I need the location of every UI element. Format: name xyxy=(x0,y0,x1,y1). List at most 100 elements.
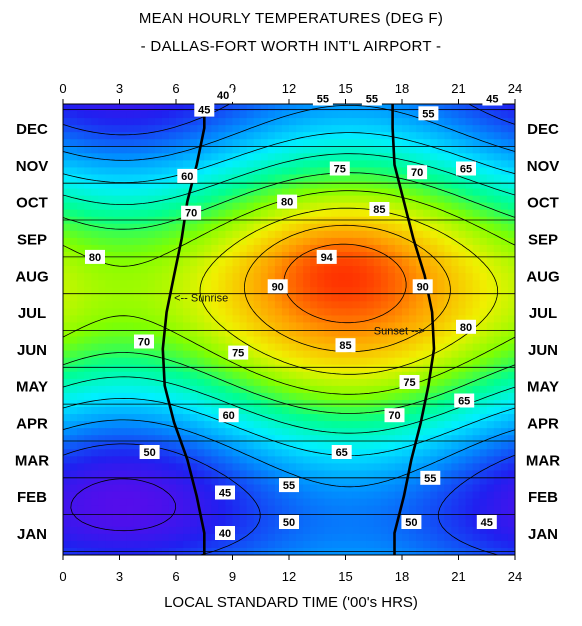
heat-cell xyxy=(183,336,191,345)
heat-cell xyxy=(289,505,297,514)
heat-cell xyxy=(274,343,283,352)
heat-cell xyxy=(430,421,438,429)
heat-cell xyxy=(296,407,304,415)
heat-cell xyxy=(437,315,445,324)
heat-cell xyxy=(437,470,445,479)
heat-cell xyxy=(296,294,304,302)
heat-cell xyxy=(458,477,467,486)
heat-cell xyxy=(359,230,368,239)
heat-cell xyxy=(168,385,177,394)
heat-cell xyxy=(168,111,177,119)
heat-cell xyxy=(147,301,156,309)
heat-cell xyxy=(211,280,219,288)
heat-cell xyxy=(147,209,156,218)
heat-cell xyxy=(458,315,467,324)
heat-cell xyxy=(289,118,297,126)
heat-cell xyxy=(465,350,474,359)
heat-cell xyxy=(274,519,283,528)
heat-cell xyxy=(70,273,78,281)
heat-cell xyxy=(77,167,85,176)
heat-cell xyxy=(500,146,509,154)
heat-cell xyxy=(451,273,460,281)
heat-cell xyxy=(253,470,262,479)
heat-cell xyxy=(493,259,502,267)
heat-cell xyxy=(409,322,417,331)
contour-label-box xyxy=(218,408,239,423)
heat-cell xyxy=(112,237,121,246)
heat-cell xyxy=(465,371,474,380)
heat-cell xyxy=(486,385,495,394)
heat-cell xyxy=(239,442,248,450)
heat-cell xyxy=(345,125,354,133)
heat-cell xyxy=(225,209,234,218)
heat-cell xyxy=(204,118,212,126)
heat-cell xyxy=(444,223,453,232)
heat-cell xyxy=(366,139,375,147)
heat-cell xyxy=(380,519,389,528)
heat-cell xyxy=(91,414,99,422)
heat-cell xyxy=(493,237,502,246)
heat-cell xyxy=(197,371,205,380)
heat-cell xyxy=(493,266,502,274)
heat-cell xyxy=(253,449,262,457)
heat-cell xyxy=(70,230,78,239)
heat-cell xyxy=(119,146,128,154)
heat-cell xyxy=(140,160,149,169)
heat-cell xyxy=(430,195,438,204)
heat-cell xyxy=(465,294,474,302)
heat-cell xyxy=(98,209,106,218)
heat-cell xyxy=(267,259,276,267)
heat-cell xyxy=(98,533,106,542)
heat-cell xyxy=(373,498,382,507)
heat-cell xyxy=(218,308,227,317)
heat-cell xyxy=(458,266,467,274)
heat-cell xyxy=(161,111,170,119)
heat-cell xyxy=(260,125,269,133)
heat-cell xyxy=(84,160,92,169)
heat-cell xyxy=(63,407,71,415)
heat-cell xyxy=(444,435,453,443)
heat-cell xyxy=(183,371,191,380)
heat-cell xyxy=(486,308,495,317)
heat-cell xyxy=(281,378,290,387)
heat-cell xyxy=(493,146,502,154)
heat-cell xyxy=(317,195,325,204)
heat-cell xyxy=(437,463,445,472)
heat-cell xyxy=(77,188,85,197)
heat-cell xyxy=(296,308,304,317)
heat-cell xyxy=(416,392,424,401)
heat-cell xyxy=(493,174,502,183)
heat-cell xyxy=(444,181,453,190)
heat-cell xyxy=(345,174,354,183)
heat-cell xyxy=(387,371,396,380)
heat-cell xyxy=(387,421,396,429)
heat-cell xyxy=(126,470,135,479)
heat-cell xyxy=(366,287,375,295)
heat-cell xyxy=(317,237,325,246)
heat-cell xyxy=(112,414,121,422)
heat-cell xyxy=(465,195,474,204)
heat-cell xyxy=(387,491,396,500)
heat-cell xyxy=(267,498,276,507)
heat-cell xyxy=(211,125,219,133)
heat-cell xyxy=(324,294,332,302)
heat-cell xyxy=(232,244,241,253)
heat-cell xyxy=(409,266,417,274)
heat-cell xyxy=(352,146,361,154)
heat-cell xyxy=(197,308,205,317)
heat-cell xyxy=(451,237,460,246)
heat-cell xyxy=(359,160,368,169)
heat-cell xyxy=(239,301,248,309)
heat-cell xyxy=(345,364,354,373)
heat-cell xyxy=(437,132,445,140)
contour-label: 75 xyxy=(228,345,249,360)
heat-cell xyxy=(500,188,509,197)
heat-cell xyxy=(204,294,212,302)
heat-cell xyxy=(289,350,297,359)
heat-cell xyxy=(331,477,340,486)
heat-cell xyxy=(147,505,156,514)
heat-cell xyxy=(260,244,269,253)
heat-cell xyxy=(77,456,85,464)
heat-cell xyxy=(154,259,163,267)
